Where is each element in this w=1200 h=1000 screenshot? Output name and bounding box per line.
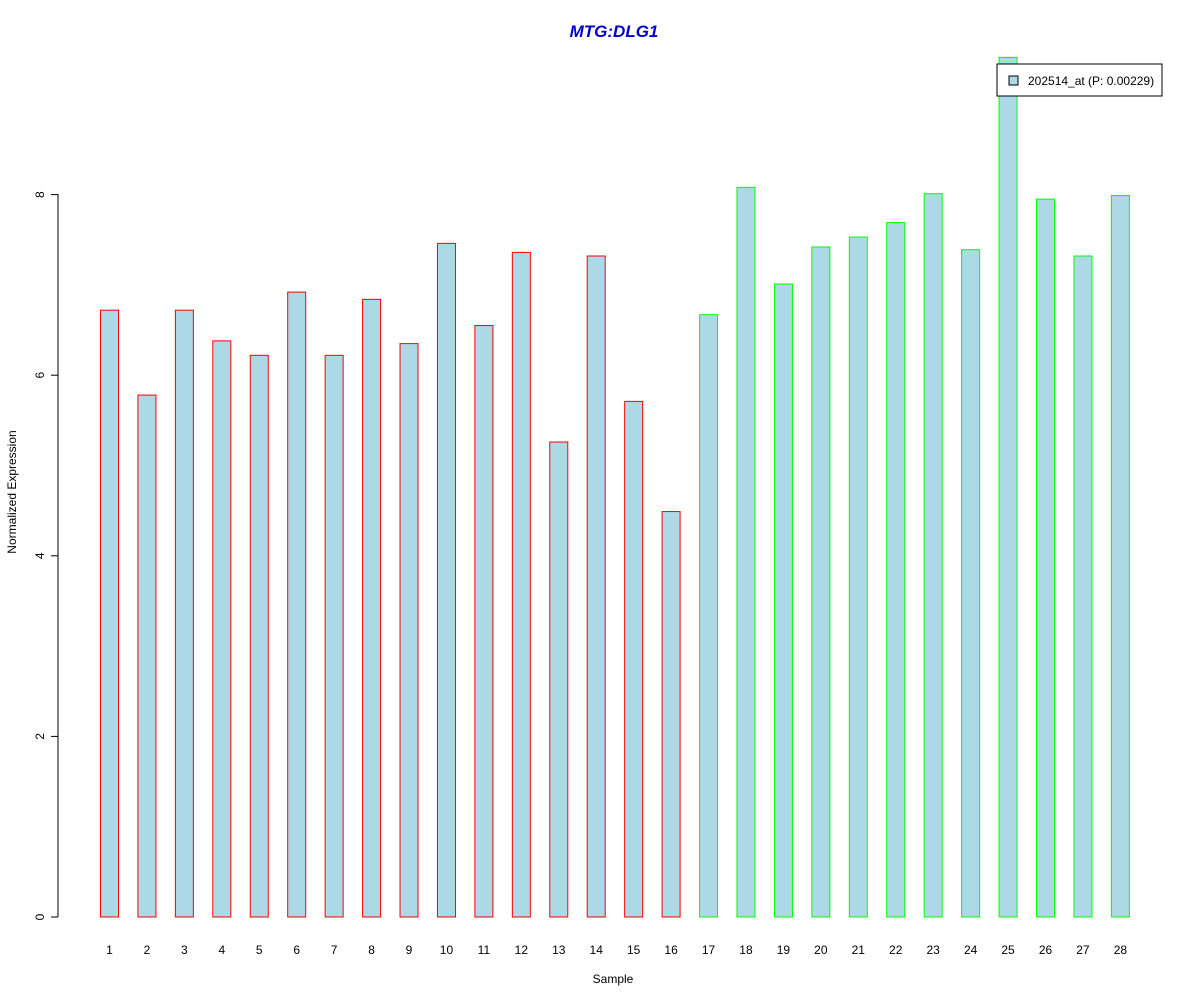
x-tick-label: 7 (331, 943, 338, 957)
legend: 202514_at (P: 0.00229) (996, 63, 1163, 97)
x-tick-label: 28 (1114, 943, 1128, 957)
x-tick-label: 6 (293, 943, 300, 957)
bar-sample-4 (212, 340, 232, 918)
bar-sample-11 (474, 325, 494, 918)
bar-sample-5 (249, 354, 269, 918)
bar-sample-9 (399, 343, 419, 918)
bar-sample-28 (1110, 195, 1130, 918)
bar-sample-8 (362, 298, 382, 918)
x-tick-label: 10 (440, 943, 454, 957)
y-tick-label: 8 (33, 191, 47, 198)
bar-sample-18 (736, 186, 756, 918)
x-tick-label: 17 (702, 943, 716, 957)
x-tick-label: 22 (889, 943, 903, 957)
x-axis: 1 2 3 4 5 6 7 8 9 10 11 12 13 14 15 16 17 18 19 20 21 22 23 24 2… (106, 943, 1127, 957)
bar-sample-17 (699, 314, 719, 918)
legend-box (996, 63, 1163, 97)
bar-sample-21 (848, 236, 868, 918)
bar-sample-20 (811, 246, 831, 918)
bar-sample-12 (511, 251, 531, 918)
x-tick-label: 19 (777, 943, 791, 957)
bar-sample-24 (961, 249, 981, 918)
x-tick-label: 4 (218, 943, 225, 957)
x-tick-label: 23 (927, 943, 941, 957)
x-tick-label: 1 (106, 943, 113, 957)
x-axis-label: Sample (593, 972, 634, 986)
y-axis: 0 2 4 6 8 (33, 191, 58, 920)
bars (100, 56, 1130, 918)
y-tick-label: 2 (33, 733, 47, 740)
bar-sample-23 (923, 193, 943, 918)
y-tick-label: 0 (33, 913, 47, 920)
chart-title: MTG:DLG1 (570, 22, 659, 41)
bar-sample-14 (586, 255, 606, 918)
legend-swatch (1008, 75, 1019, 86)
x-tick-label: 27 (1076, 943, 1090, 957)
x-tick-label: 16 (664, 943, 678, 957)
x-tick-label: 3 (181, 943, 188, 957)
x-tick-label: 20 (814, 943, 828, 957)
x-tick-label: 25 (1001, 943, 1015, 957)
x-tick-label: 13 (552, 943, 566, 957)
x-tick-label: 15 (627, 943, 641, 957)
bar-sample-25 (998, 56, 1018, 918)
legend-label: 202514_at (P: 0.00229) (1028, 74, 1154, 88)
x-tick-label: 12 (515, 943, 529, 957)
y-tick-label: 6 (33, 372, 47, 379)
bar-sample-15 (624, 400, 644, 918)
bar-sample-10 (436, 242, 456, 918)
bar-sample-16 (661, 511, 681, 918)
x-tick-label: 21 (852, 943, 866, 957)
bar-sample-2 (137, 394, 157, 918)
x-tick-label: 11 (478, 943, 491, 957)
x-tick-label: 5 (256, 943, 263, 957)
bar-sample-27 (1073, 255, 1093, 918)
y-tick-label: 4 (33, 552, 47, 559)
x-tick-label: 9 (406, 943, 413, 957)
bar-sample-19 (773, 283, 793, 918)
bar-sample-13 (549, 441, 569, 918)
x-tick-label: 2 (144, 943, 151, 957)
x-tick-label: 24 (964, 943, 978, 957)
x-tick-label: 18 (739, 943, 753, 957)
bar-sample-6 (287, 291, 307, 918)
x-tick-label: 14 (590, 943, 604, 957)
bar-sample-22 (886, 222, 906, 918)
bar-sample-7 (324, 354, 344, 918)
x-tick-label: 26 (1039, 943, 1053, 957)
y-axis-label: Normalized Expression (5, 430, 19, 553)
bar-sample-3 (174, 309, 194, 918)
x-tick-label: 8 (368, 943, 375, 957)
bar-sample-1 (100, 309, 119, 918)
bar-sample-26 (1036, 198, 1055, 918)
